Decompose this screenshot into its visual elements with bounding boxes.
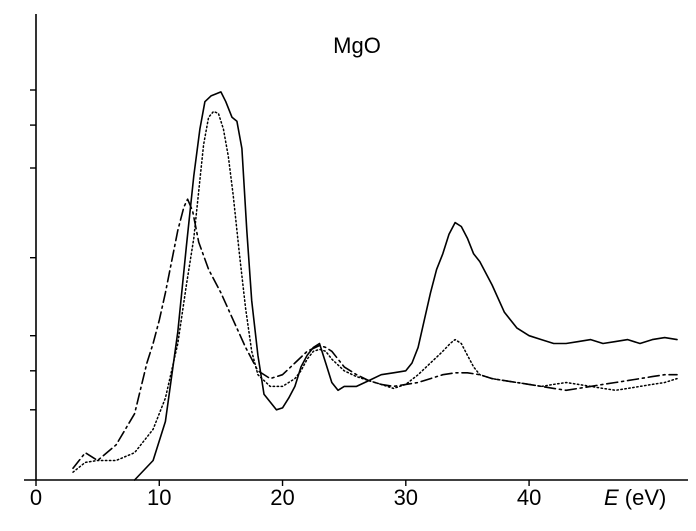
chart-title: MgO bbox=[333, 33, 381, 58]
x-tick-label-2: 20 bbox=[270, 485, 294, 510]
x-axis-unit: (eV) bbox=[619, 485, 667, 510]
x-tick-label-0: 0 bbox=[30, 485, 42, 510]
x-tick-label-4: 40 bbox=[517, 485, 541, 510]
series-line-dotted bbox=[72, 110, 678, 473]
series-line-dash-dot bbox=[72, 198, 678, 470]
y-ticks bbox=[30, 89, 36, 411]
series-line-solid bbox=[133, 91, 678, 481]
x-tick-label-3: 30 bbox=[394, 485, 418, 510]
x-ticks: 0 10 20 30 40 bbox=[30, 480, 541, 510]
x-axis-variable: E bbox=[604, 485, 619, 510]
x-tick-label-1: 10 bbox=[147, 485, 171, 510]
x-axis-label: E (eV) bbox=[604, 485, 666, 510]
series-layer bbox=[72, 91, 678, 481]
